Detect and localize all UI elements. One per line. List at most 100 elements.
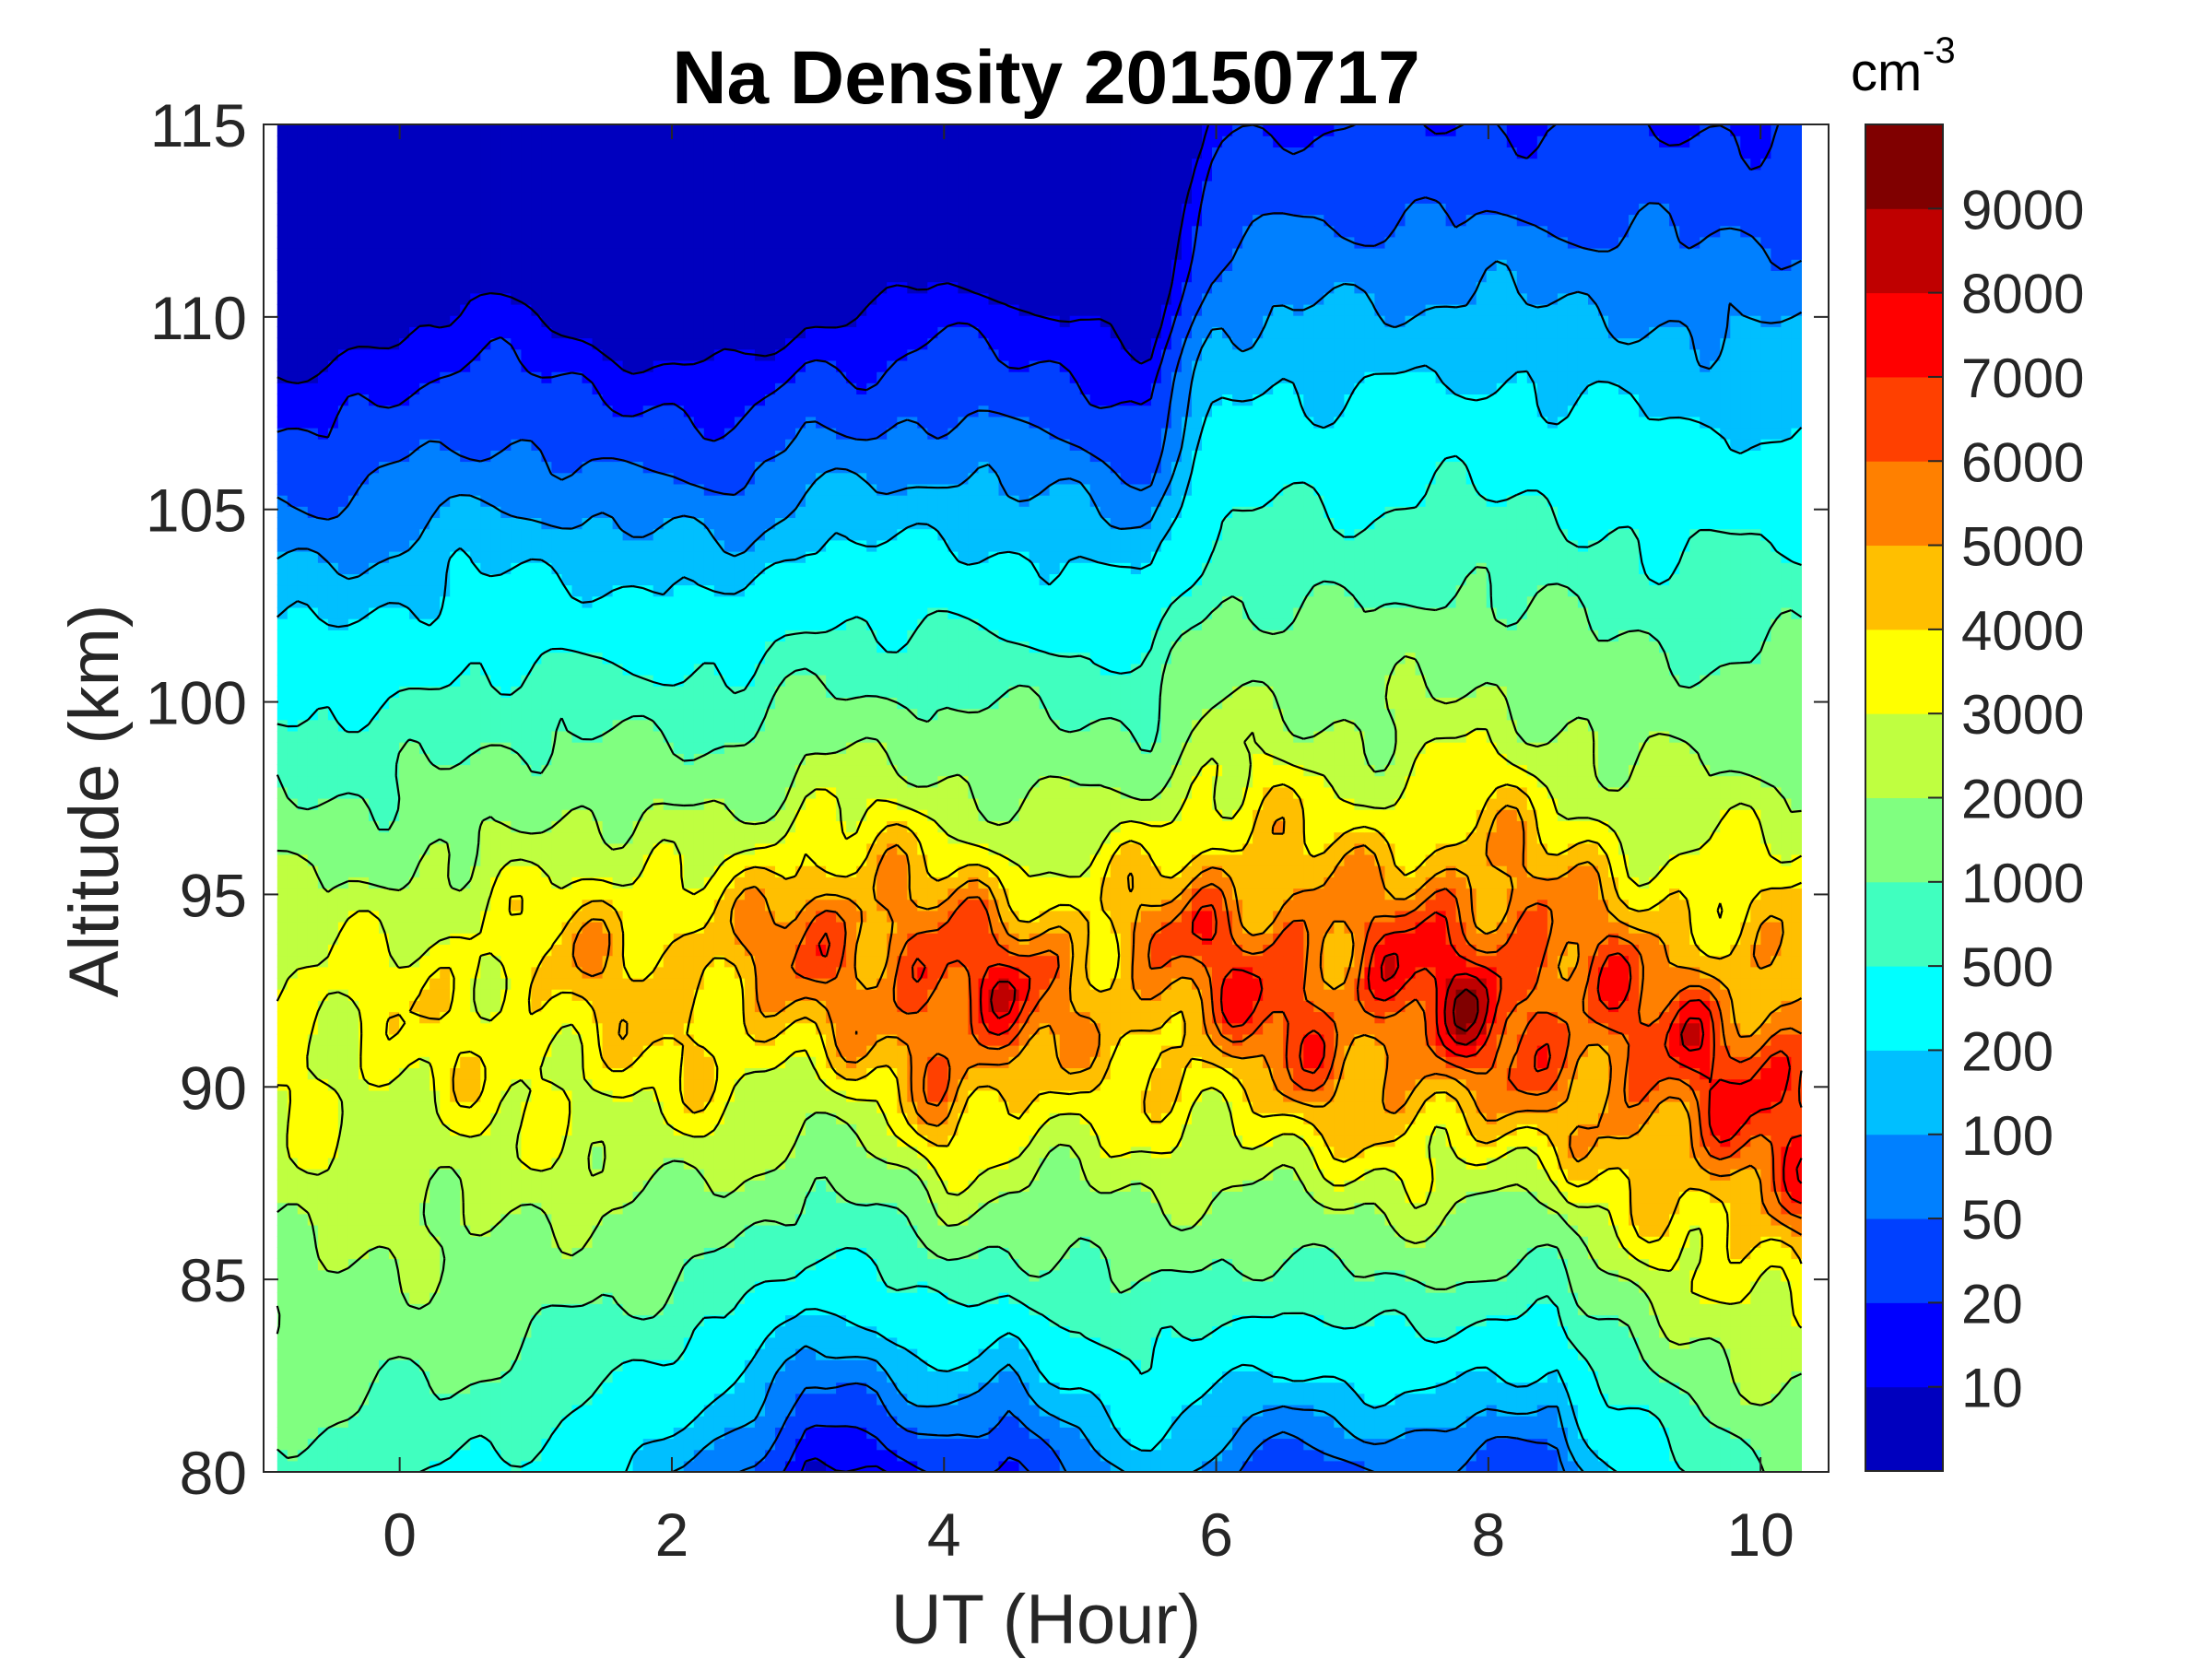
contour-cell (1415, 1146, 1427, 1159)
contour-cell (1192, 1325, 1203, 1338)
contour-cell (1008, 1180, 1020, 1192)
contour-cell (734, 1292, 746, 1304)
contour-cell (1577, 1336, 1589, 1349)
contour-cell (1455, 1202, 1467, 1215)
contour-cell (1567, 1191, 1579, 1204)
contour-cell (958, 1202, 969, 1215)
contour-cell (947, 1382, 959, 1394)
contour-cell (297, 1225, 309, 1237)
contour-cell (1536, 1225, 1548, 1237)
contour-cell (511, 1416, 522, 1428)
contour-cell (1445, 1101, 1457, 1113)
contour-cell (1140, 1101, 1152, 1113)
contour-cell (1771, 1427, 1782, 1440)
contour-cell (511, 1359, 522, 1371)
contour-cell (327, 1089, 339, 1102)
contour-cell (500, 1258, 512, 1271)
contour-cell (1232, 1371, 1243, 1383)
contour-cell (450, 1438, 461, 1451)
contour-cell (551, 1202, 562, 1215)
contour-cell (1049, 1336, 1061, 1349)
contour-cell (826, 1292, 837, 1304)
contour-cell (337, 1089, 349, 1102)
contour-cell (1720, 1101, 1731, 1113)
contour-cell (1496, 1438, 1508, 1451)
contour-cell (1222, 1325, 1233, 1338)
contour-cell (592, 1460, 604, 1473)
contour-cell (571, 1292, 583, 1304)
contour-cell (1293, 1438, 1304, 1451)
contour-cell (1659, 1202, 1670, 1215)
contour-cell (1740, 1303, 1751, 1316)
contour-cell (369, 1258, 380, 1271)
contour-cell (1374, 1382, 1385, 1394)
contour-cell (1740, 1382, 1751, 1394)
contour-cell (887, 1258, 898, 1271)
contour-cell (1120, 1393, 1132, 1406)
contour-cell (897, 1303, 908, 1316)
contour-cell (836, 1336, 847, 1349)
contour-cell (1720, 1247, 1731, 1260)
contour-cell (907, 1460, 918, 1473)
contour-cell (1516, 1393, 1528, 1406)
contour-cell (622, 1157, 634, 1170)
contour-cell (795, 1427, 806, 1440)
contour-cell (968, 1236, 979, 1248)
contour-cell (1771, 1135, 1782, 1147)
contour-cell (460, 1191, 471, 1204)
contour-cell (1435, 1112, 1447, 1124)
contour-cell (1293, 1404, 1304, 1417)
contour-cell (1059, 1225, 1071, 1237)
contour-cell (947, 1157, 959, 1170)
contour-cell (1160, 1404, 1172, 1417)
contour-cell (795, 1292, 806, 1304)
contour-cell (1608, 1157, 1619, 1170)
contour-cell (1516, 1169, 1528, 1181)
contour-cell (724, 1303, 735, 1316)
contour-cell (734, 1225, 746, 1237)
contour-cell (582, 1112, 594, 1124)
contour-cell (968, 1427, 979, 1440)
contour-cell (1486, 1359, 1498, 1371)
contour-cell (1781, 1213, 1792, 1226)
contour-cell (795, 1180, 806, 1192)
contour-cell (1344, 1382, 1355, 1394)
contour-cell (1202, 1348, 1213, 1360)
contour-cell (409, 1404, 420, 1417)
contour-cell (1364, 1112, 1375, 1124)
contour-cell (1140, 1303, 1152, 1316)
contour-cell (754, 1416, 766, 1428)
contour-cell (806, 1314, 817, 1327)
contour-cell (958, 1336, 969, 1349)
contour-cell (968, 1280, 979, 1293)
contour-cell (1496, 1427, 1508, 1440)
contour-cell (337, 1146, 349, 1159)
contour-cell (1659, 1247, 1670, 1260)
contour-cell (1526, 1427, 1538, 1440)
contour-cell (337, 1236, 349, 1248)
contour-cell (409, 1427, 420, 1440)
contour-cell (480, 1382, 491, 1394)
contour-cell (887, 1169, 898, 1181)
contour-cell (480, 1348, 491, 1360)
plot-area (263, 124, 1830, 1474)
contour-cell (1354, 1202, 1365, 1215)
contour-cell (1516, 1449, 1528, 1462)
contour-cell (1435, 1180, 1447, 1192)
contour-cell (1069, 1438, 1081, 1451)
contour-cell (1079, 1303, 1091, 1316)
contour-cell (734, 1269, 746, 1282)
contour-cell (724, 1325, 735, 1338)
contour-cell (1476, 1101, 1488, 1113)
contour-cell (1465, 1427, 1477, 1440)
contour-cell (1182, 1157, 1193, 1170)
contour-cell (826, 1191, 837, 1204)
contour-cell (337, 1314, 349, 1327)
contour-cell (276, 1303, 288, 1316)
contour-cell (734, 1258, 746, 1271)
contour-cell (1364, 1135, 1375, 1147)
contour-cell (1394, 1336, 1406, 1349)
contour-cell (1222, 1202, 1233, 1215)
contour-cell (1740, 1191, 1751, 1204)
contour-cell (806, 1438, 817, 1451)
